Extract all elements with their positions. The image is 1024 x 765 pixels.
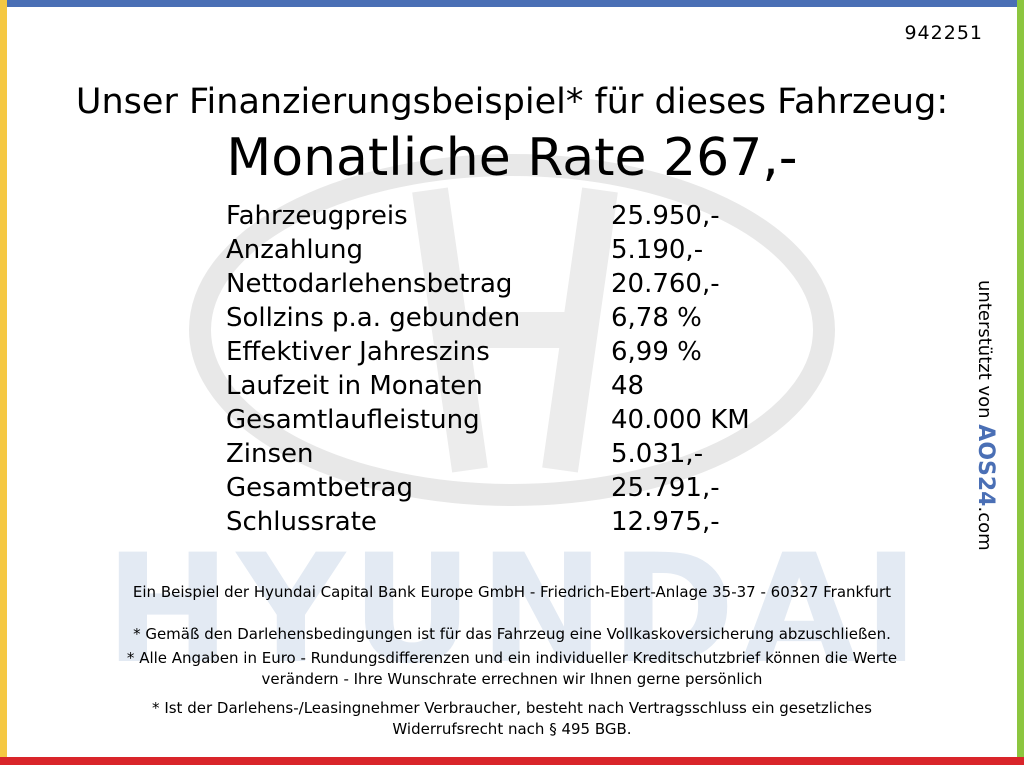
border-bottom: [0, 757, 1024, 765]
footer-line: verändern - Ihre Wunschrate errechnen wi…: [261, 670, 763, 688]
row-value: 20.760,-: [611, 269, 720, 299]
row-value: 6,99 %: [611, 337, 702, 367]
border-left: [0, 0, 7, 765]
ad-id: 942251: [904, 22, 983, 44]
logo-oval: [189, 154, 835, 506]
row-label: Laufzeit in Monaten: [226, 371, 483, 401]
row-label: Gesamtlaufleistung: [226, 405, 480, 435]
logo-h: [412, 187, 618, 473]
footer-line: * Alle Angaben in Euro - Rundungsdiffere…: [126, 649, 898, 667]
row-value: 6,78 %: [611, 303, 702, 333]
row-label: Anzahlung: [226, 235, 364, 265]
row-value: 48: [611, 371, 645, 401]
row-value: 40.000 KM: [611, 405, 750, 435]
heading: Unser Finanzierungsbeispiel* für dieses …: [75, 82, 949, 122]
row-label: Zinsen: [226, 439, 314, 469]
title: Monatliche Rate 267,-: [226, 128, 798, 188]
row-value: 12.975,-: [611, 507, 720, 537]
footer-line: Ein Beispiel der Hyundai Capital Bank Eu…: [132, 583, 892, 601]
row-value: 25.791,-: [611, 473, 720, 503]
row-value: 5.190,-: [611, 235, 704, 265]
sponsor-logo: AOS24: [973, 424, 998, 507]
footer-line: Widerrufsrecht nach § 495 BGB.: [392, 720, 632, 738]
row-label: Fahrzeugpreis: [226, 201, 408, 231]
sponsor-text: unterstützt von: [974, 280, 995, 419]
border-top: [0, 0, 1024, 7]
footer-line: * Ist der Darlehens-/Leasingnehmer Verbr…: [152, 699, 872, 717]
sponsor-suffix: .com: [974, 506, 995, 551]
sponsor: unterstützt von AOS24.com: [973, 280, 998, 551]
watermark: HYUNDAI: [105, 523, 925, 697]
row-value: 5.031,-: [611, 439, 704, 469]
row-label: Gesamtbetrag: [226, 473, 413, 503]
row-label: Schlussrate: [226, 507, 377, 537]
border-right: [1017, 0, 1024, 765]
row-label: Nettodarlehensbetrag: [226, 269, 513, 299]
footer-line: * Gemäß den Darlehensbedingungen ist für…: [133, 625, 891, 643]
row-label: Sollzins p.a. gebunden: [226, 303, 521, 333]
row-value: 25.950,-: [611, 201, 720, 231]
row-label: Effektiver Jahreszins: [226, 337, 490, 367]
